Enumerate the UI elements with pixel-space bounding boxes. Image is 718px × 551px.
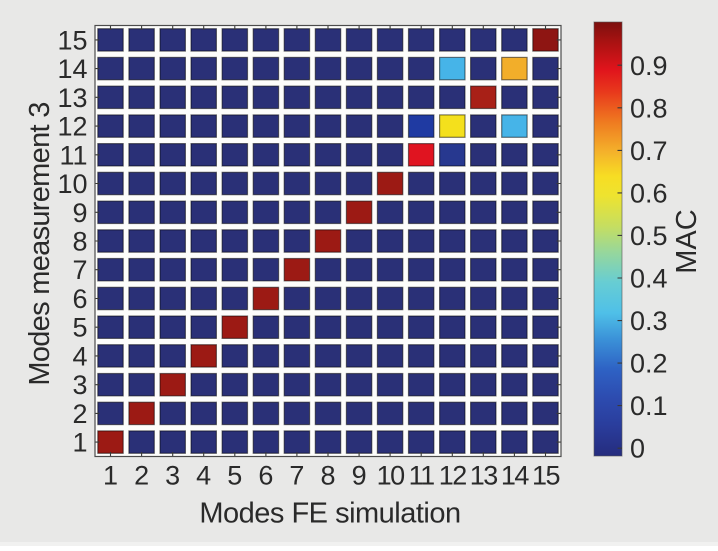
svg-text:2: 2 <box>72 399 87 429</box>
svg-text:11: 11 <box>409 461 435 491</box>
svg-text:15: 15 <box>57 25 87 55</box>
svg-text:13: 13 <box>470 461 498 491</box>
svg-text:8: 8 <box>320 461 335 491</box>
svg-text:0.9: 0.9 <box>630 51 668 81</box>
svg-text:Modes measurement 3: Modes measurement 3 <box>24 102 56 385</box>
svg-text:MAC: MAC <box>671 209 703 273</box>
svg-text:14: 14 <box>57 54 87 84</box>
svg-text:Modes FE simulation: Modes FE simulation <box>199 498 460 530</box>
svg-text:4: 4 <box>196 461 211 491</box>
svg-text:13: 13 <box>57 83 87 113</box>
svg-text:4: 4 <box>72 341 87 371</box>
svg-text:0.8: 0.8 <box>630 93 668 123</box>
svg-text:6: 6 <box>258 461 273 491</box>
svg-text:7: 7 <box>289 461 304 491</box>
svg-text:14: 14 <box>501 461 530 491</box>
svg-text:12: 12 <box>57 112 87 142</box>
svg-text:15: 15 <box>532 461 560 491</box>
svg-text:12: 12 <box>439 461 467 491</box>
svg-text:0: 0 <box>630 434 645 464</box>
svg-text:10: 10 <box>377 461 405 491</box>
svg-text:5: 5 <box>227 461 242 491</box>
svg-text:9: 9 <box>72 198 87 228</box>
svg-text:6: 6 <box>72 284 87 314</box>
svg-text:3: 3 <box>72 370 87 400</box>
svg-text:9: 9 <box>352 461 367 491</box>
svg-text:0.3: 0.3 <box>630 306 668 336</box>
svg-text:0.4: 0.4 <box>630 264 668 294</box>
svg-text:1: 1 <box>103 461 118 491</box>
svg-text:0.1: 0.1 <box>630 391 668 421</box>
svg-text:1: 1 <box>72 428 87 458</box>
svg-text:11: 11 <box>59 140 87 170</box>
svg-text:0.6: 0.6 <box>630 178 668 208</box>
svg-text:5: 5 <box>72 313 87 343</box>
svg-text:0.7: 0.7 <box>630 136 668 166</box>
svg-text:10: 10 <box>57 169 87 199</box>
svg-text:0.5: 0.5 <box>630 221 668 251</box>
svg-text:7: 7 <box>72 255 87 285</box>
svg-text:8: 8 <box>72 227 87 257</box>
svg-text:0.2: 0.2 <box>630 349 668 379</box>
svg-text:2: 2 <box>134 461 149 491</box>
svg-text:3: 3 <box>165 461 180 491</box>
